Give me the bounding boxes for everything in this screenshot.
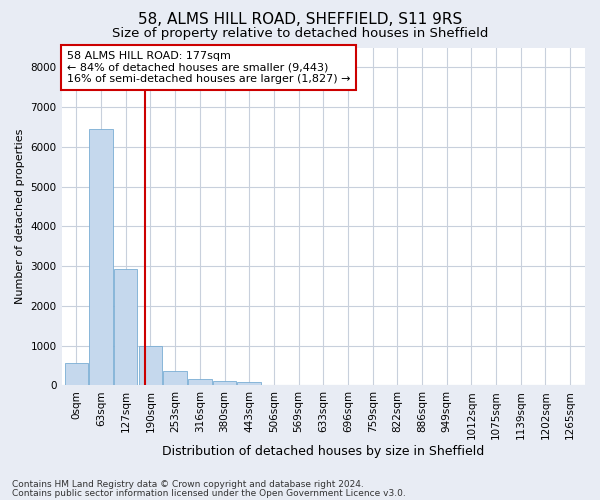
Bar bbox=[89, 130, 113, 386]
Text: 58, ALMS HILL ROAD, SHEFFIELD, S11 9RS: 58, ALMS HILL ROAD, SHEFFIELD, S11 9RS bbox=[138, 12, 462, 28]
Bar bbox=[188, 379, 212, 386]
Text: 58 ALMS HILL ROAD: 177sqm
← 84% of detached houses are smaller (9,443)
16% of se: 58 ALMS HILL ROAD: 177sqm ← 84% of detac… bbox=[67, 51, 350, 84]
Text: Contains public sector information licensed under the Open Government Licence v3: Contains public sector information licen… bbox=[12, 488, 406, 498]
Y-axis label: Number of detached properties: Number of detached properties bbox=[15, 128, 25, 304]
Bar bbox=[213, 382, 236, 386]
X-axis label: Distribution of detached houses by size in Sheffield: Distribution of detached houses by size … bbox=[162, 444, 484, 458]
Text: Size of property relative to detached houses in Sheffield: Size of property relative to detached ho… bbox=[112, 28, 488, 40]
Bar bbox=[163, 371, 187, 386]
Text: Contains HM Land Registry data © Crown copyright and database right 2024.: Contains HM Land Registry data © Crown c… bbox=[12, 480, 364, 489]
Bar bbox=[114, 270, 137, 386]
Bar bbox=[238, 382, 261, 386]
Bar bbox=[65, 363, 88, 386]
Bar bbox=[139, 346, 162, 386]
